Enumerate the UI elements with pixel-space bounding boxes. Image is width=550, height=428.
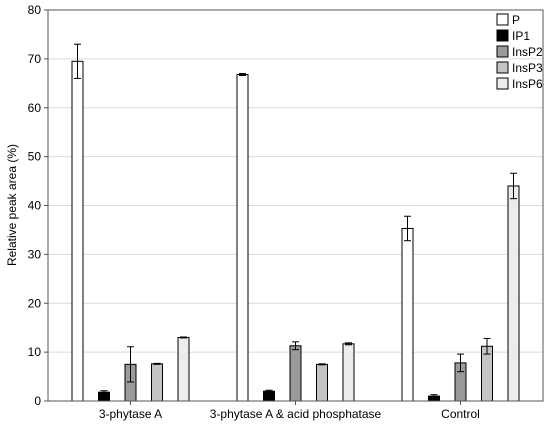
bars	[71, 60, 520, 402]
bar	[177, 336, 190, 402]
bar	[342, 343, 355, 402]
y-tick-label: 20	[28, 296, 42, 310]
y-axis: 0 10 20 30 40 50 60 70 80	[28, 3, 48, 408]
legend-label: InsP2	[512, 45, 543, 59]
y-tick-label: 60	[28, 101, 42, 115]
y-tick-label: 10	[28, 345, 42, 359]
bar	[289, 345, 302, 402]
y-tick-label: 0	[34, 394, 41, 408]
legend: P IP1 InsP2 InsP3 InsP6	[496, 13, 543, 91]
bar	[236, 74, 249, 402]
y-tick-label: 50	[28, 150, 42, 164]
bar	[151, 363, 163, 402]
legend-swatch	[496, 13, 509, 26]
error-bars	[74, 43, 517, 399]
legend-label: InsP3	[512, 61, 543, 75]
bar	[401, 227, 414, 402]
x-tick-label: Control	[441, 407, 480, 421]
x-tick-label: 3-phytase A & acid phosphatase	[210, 407, 382, 421]
y-tick-label: 30	[28, 247, 42, 261]
legend-label: P	[512, 13, 520, 27]
y-tick-label: 70	[28, 52, 42, 66]
bar	[507, 185, 520, 402]
legend-swatch	[496, 77, 509, 90]
legend-label: InsP6	[512, 77, 543, 91]
legend-swatch	[496, 61, 509, 74]
legend-swatch	[496, 29, 509, 42]
bar	[316, 363, 328, 402]
grid-lines	[48, 58, 543, 353]
legend-label: IP1	[512, 29, 530, 43]
y-tick-label: 80	[28, 3, 42, 17]
legend-swatch	[496, 45, 509, 58]
bar	[71, 60, 84, 402]
x-tick-label: 3-phytase A	[99, 407, 162, 421]
x-axis: 3-phytase A 3-phytase A & acid phosphatas…	[99, 401, 480, 421]
y-axis-label: Relative peak area (%)	[5, 144, 19, 266]
y-tick-label: 40	[28, 199, 42, 213]
